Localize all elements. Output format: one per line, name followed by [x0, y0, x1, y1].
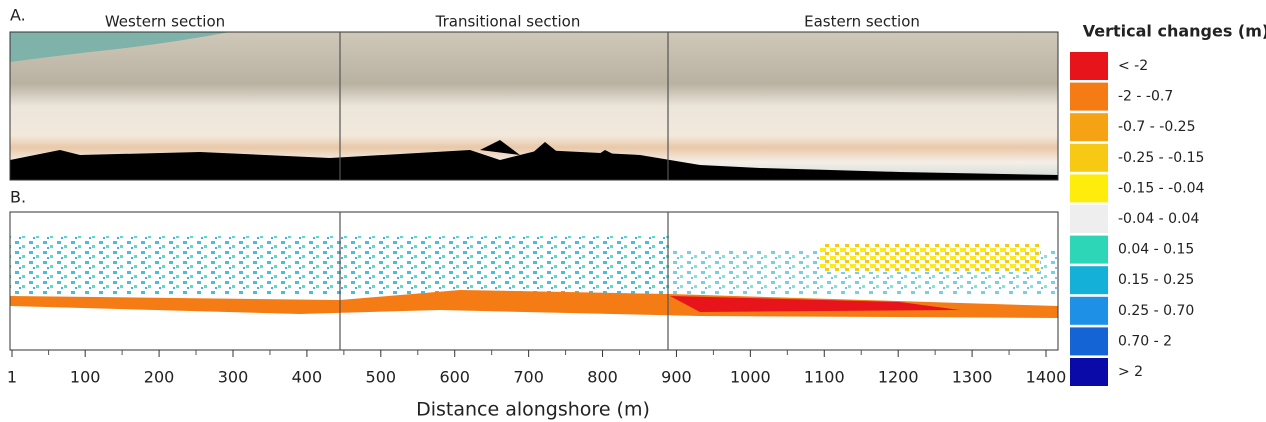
tick-label: 1300	[952, 368, 993, 387]
tick-label: 1000	[730, 368, 771, 387]
section-title: Eastern section	[804, 13, 920, 31]
tick-label: 300	[218, 368, 249, 387]
legend-title: Vertical changes (m)	[1083, 22, 1266, 41]
legend-label: -0.7 - -0.25	[1118, 119, 1196, 135]
legend-label: 0.04 - 0.15	[1118, 242, 1194, 258]
tick-label: 200	[144, 368, 175, 387]
aerial-image	[10, 32, 1058, 180]
tick-label: 1	[7, 368, 17, 387]
tick-label: 500	[366, 368, 397, 387]
legend-swatch	[1070, 113, 1108, 142]
legend-swatch	[1070, 143, 1108, 172]
legend-swatch	[1070, 296, 1108, 325]
tick-label: 400	[292, 368, 323, 387]
legend-label: -0.04 - 0.04	[1118, 211, 1199, 227]
legend-label: -2 - -0.7	[1118, 89, 1173, 105]
legend-swatch	[1070, 52, 1108, 80]
axis-title: Distance alongshore (m)	[416, 399, 650, 421]
legend-swatch	[1070, 358, 1108, 386]
section-title: Western section	[105, 13, 225, 31]
legend-swatch	[1070, 174, 1108, 203]
legend-swatch	[1070, 266, 1108, 295]
tick-label: 100	[70, 368, 101, 387]
tick-label: 1100	[804, 368, 845, 387]
legend-swatch	[1070, 205, 1108, 233]
legend-swatch	[1070, 82, 1108, 111]
legend-label: < -2	[1118, 58, 1148, 74]
tick-label: 800	[587, 368, 618, 387]
legend-label: -0.15 - -0.04	[1118, 180, 1204, 196]
change-map	[10, 212, 1058, 350]
tick-label: 1400	[1026, 368, 1067, 387]
legend-label: 0.70 - 2	[1118, 333, 1172, 349]
panel-label: B.	[10, 188, 26, 207]
tick-label: 1200	[878, 368, 919, 387]
legend-label: 0.15 - 0.25	[1118, 272, 1194, 288]
section-title: Transitional section	[435, 13, 581, 31]
tick-label: 600	[439, 368, 470, 387]
tick-label: 900	[661, 368, 692, 387]
tick-label: 700	[513, 368, 544, 387]
section-divider	[339, 32, 669, 350]
legend-swatch	[1070, 235, 1108, 264]
legend-label: 0.25 - 0.70	[1118, 303, 1194, 319]
panel-label: A.	[10, 6, 26, 25]
legend-label: -0.25 - -0.15	[1118, 150, 1204, 166]
legend-swatch	[1070, 327, 1108, 356]
legend-label: > 2	[1118, 364, 1143, 380]
panel-frame	[9, 31, 1059, 181]
panel-frame	[9, 211, 1059, 351]
